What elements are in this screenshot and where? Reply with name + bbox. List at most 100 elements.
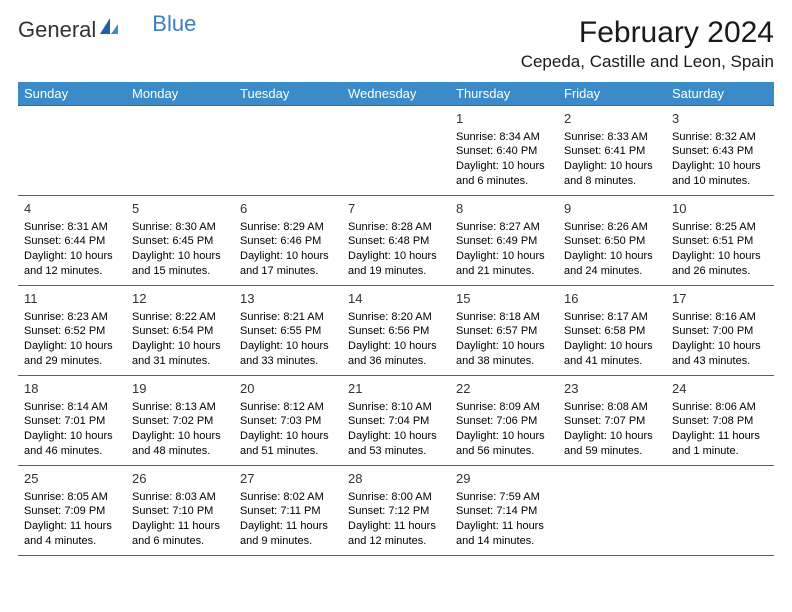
sunrise-text: Sunrise: 8:12 AM — [240, 400, 336, 415]
daylight-text: and 15 minutes. — [132, 264, 228, 279]
calendar-day-cell: 19Sunrise: 8:13 AMSunset: 7:02 PMDayligh… — [126, 376, 234, 466]
daylight-text: Daylight: 10 hours — [240, 249, 336, 264]
sunrise-text: Sunrise: 8:18 AM — [456, 310, 552, 325]
calendar-empty-cell — [234, 106, 342, 196]
sunrise-text: Sunrise: 8:27 AM — [456, 220, 552, 235]
day-number: 8 — [456, 200, 552, 218]
daylight-text: Daylight: 10 hours — [348, 339, 444, 354]
calendar-day-cell: 12Sunrise: 8:22 AMSunset: 6:54 PMDayligh… — [126, 286, 234, 376]
daylight-text: and 9 minutes. — [240, 534, 336, 549]
daylight-text: and 21 minutes. — [456, 264, 552, 279]
sunrise-text: Sunrise: 8:20 AM — [348, 310, 444, 325]
sunrise-text: Sunrise: 8:13 AM — [132, 400, 228, 415]
sunset-text: Sunset: 6:48 PM — [348, 234, 444, 249]
daylight-text: Daylight: 10 hours — [132, 429, 228, 444]
daylight-text: Daylight: 10 hours — [672, 159, 768, 174]
sunrise-text: Sunrise: 8:21 AM — [240, 310, 336, 325]
calendar-week-row: 1Sunrise: 8:34 AMSunset: 6:40 PMDaylight… — [18, 106, 774, 196]
sunset-text: Sunset: 6:46 PM — [240, 234, 336, 249]
sunset-text: Sunset: 6:41 PM — [564, 144, 660, 159]
sunset-text: Sunset: 7:12 PM — [348, 504, 444, 519]
day-number: 9 — [564, 200, 660, 218]
daylight-text: and 56 minutes. — [456, 444, 552, 459]
sunrise-text: Sunrise: 8:33 AM — [564, 130, 660, 145]
calendar-day-cell: 24Sunrise: 8:06 AMSunset: 7:08 PMDayligh… — [666, 376, 774, 466]
calendar-day-cell: 18Sunrise: 8:14 AMSunset: 7:01 PMDayligh… — [18, 376, 126, 466]
sunrise-text: Sunrise: 7:59 AM — [456, 490, 552, 505]
sunset-text: Sunset: 7:03 PM — [240, 414, 336, 429]
daylight-text: Daylight: 10 hours — [564, 249, 660, 264]
calendar-body: 1Sunrise: 8:34 AMSunset: 6:40 PMDaylight… — [18, 106, 774, 556]
daylight-text: and 24 minutes. — [564, 264, 660, 279]
sunrise-text: Sunrise: 8:08 AM — [564, 400, 660, 415]
calendar-week-row: 11Sunrise: 8:23 AMSunset: 6:52 PMDayligh… — [18, 286, 774, 376]
sunset-text: Sunset: 7:01 PM — [24, 414, 120, 429]
day-number: 4 — [24, 200, 120, 218]
calendar-week-row: 18Sunrise: 8:14 AMSunset: 7:01 PMDayligh… — [18, 376, 774, 466]
calendar-day-cell: 8Sunrise: 8:27 AMSunset: 6:49 PMDaylight… — [450, 196, 558, 286]
calendar-empty-cell — [342, 106, 450, 196]
daylight-text: and 26 minutes. — [672, 264, 768, 279]
sunset-text: Sunset: 7:11 PM — [240, 504, 336, 519]
daylight-text: Daylight: 10 hours — [456, 249, 552, 264]
daylight-text: and 12 minutes. — [348, 534, 444, 549]
sunrise-text: Sunrise: 8:25 AM — [672, 220, 768, 235]
calendar-empty-cell — [666, 466, 774, 556]
sunset-text: Sunset: 7:04 PM — [348, 414, 444, 429]
daylight-text: Daylight: 10 hours — [348, 249, 444, 264]
title-block: February 2024 Cepeda, Castille and Leon,… — [521, 16, 774, 72]
sunset-text: Sunset: 6:44 PM — [24, 234, 120, 249]
calendar-day-cell: 29Sunrise: 7:59 AMSunset: 7:14 PMDayligh… — [450, 466, 558, 556]
daylight-text: and 38 minutes. — [456, 354, 552, 369]
daylight-text: Daylight: 11 hours — [672, 429, 768, 444]
day-number: 21 — [348, 380, 444, 398]
calendar-day-cell: 25Sunrise: 8:05 AMSunset: 7:09 PMDayligh… — [18, 466, 126, 556]
sunset-text: Sunset: 6:55 PM — [240, 324, 336, 339]
weekday-header: Saturday — [666, 82, 774, 106]
day-number: 18 — [24, 380, 120, 398]
sunset-text: Sunset: 6:58 PM — [564, 324, 660, 339]
sunrise-text: Sunrise: 8:26 AM — [564, 220, 660, 235]
day-number: 27 — [240, 470, 336, 488]
daylight-text: Daylight: 10 hours — [672, 339, 768, 354]
day-number: 29 — [456, 470, 552, 488]
day-number: 5 — [132, 200, 228, 218]
logo-text-general: General — [18, 17, 96, 43]
sunset-text: Sunset: 6:43 PM — [672, 144, 768, 159]
daylight-text: Daylight: 11 hours — [456, 519, 552, 534]
daylight-text: and 46 minutes. — [24, 444, 120, 459]
daylight-text: Daylight: 10 hours — [456, 339, 552, 354]
day-number: 15 — [456, 290, 552, 308]
logo-sail-icon — [98, 16, 120, 43]
calendar-day-cell: 11Sunrise: 8:23 AMSunset: 6:52 PMDayligh… — [18, 286, 126, 376]
sunset-text: Sunset: 7:00 PM — [672, 324, 768, 339]
location-text: Cepeda, Castille and Leon, Spain — [521, 52, 774, 72]
daylight-text: and 36 minutes. — [348, 354, 444, 369]
sunset-text: Sunset: 7:09 PM — [24, 504, 120, 519]
day-number: 16 — [564, 290, 660, 308]
sunset-text: Sunset: 7:10 PM — [132, 504, 228, 519]
day-number: 17 — [672, 290, 768, 308]
sunrise-text: Sunrise: 8:28 AM — [348, 220, 444, 235]
sunrise-text: Sunrise: 8:34 AM — [456, 130, 552, 145]
sunset-text: Sunset: 7:02 PM — [132, 414, 228, 429]
calendar-day-cell: 26Sunrise: 8:03 AMSunset: 7:10 PMDayligh… — [126, 466, 234, 556]
daylight-text: and 14 minutes. — [456, 534, 552, 549]
day-number: 20 — [240, 380, 336, 398]
daylight-text: Daylight: 11 hours — [240, 519, 336, 534]
sunrise-text: Sunrise: 8:03 AM — [132, 490, 228, 505]
sunset-text: Sunset: 6:45 PM — [132, 234, 228, 249]
daylight-text: Daylight: 10 hours — [348, 429, 444, 444]
sunset-text: Sunset: 6:52 PM — [24, 324, 120, 339]
sunrise-text: Sunrise: 8:31 AM — [24, 220, 120, 235]
daylight-text: and 43 minutes. — [672, 354, 768, 369]
daylight-text: and 12 minutes. — [24, 264, 120, 279]
daylight-text: and 59 minutes. — [564, 444, 660, 459]
calendar-day-cell: 27Sunrise: 8:02 AMSunset: 7:11 PMDayligh… — [234, 466, 342, 556]
logo: General Blue — [18, 16, 196, 43]
sunrise-text: Sunrise: 8:23 AM — [24, 310, 120, 325]
day-number: 6 — [240, 200, 336, 218]
calendar-day-cell: 17Sunrise: 8:16 AMSunset: 7:00 PMDayligh… — [666, 286, 774, 376]
calendar-day-cell: 14Sunrise: 8:20 AMSunset: 6:56 PMDayligh… — [342, 286, 450, 376]
daylight-text: and 29 minutes. — [24, 354, 120, 369]
